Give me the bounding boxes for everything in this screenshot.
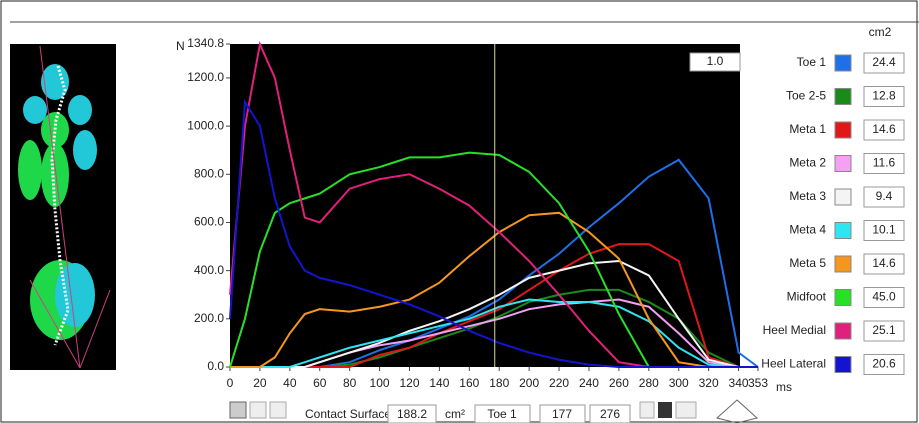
y-axis-label: N <box>176 39 185 53</box>
legend-label: Meta 2 <box>789 156 826 170</box>
scale-value: 1.0 <box>707 54 724 68</box>
x-tick-label: 140 <box>429 376 449 390</box>
legend-area: 45.0 <box>872 290 896 304</box>
y-tick-label: 0.0 <box>207 359 224 373</box>
unit-label: cm2 <box>869 25 892 39</box>
legend-swatch <box>835 122 851 138</box>
legend-swatch <box>835 357 851 373</box>
x-tick-label: 260 <box>609 376 629 390</box>
y-tick-label: 600.0 <box>194 215 224 229</box>
legend-label: Toe 1 <box>797 55 827 69</box>
legend-swatch <box>835 323 851 339</box>
legend-label: Toe 2-5 <box>786 89 826 103</box>
legend-label: Meta 1 <box>789 122 826 136</box>
x-tick-label: 240 <box>579 376 599 390</box>
x-tick-label: 160 <box>459 376 479 390</box>
end-value: 276 <box>600 407 620 421</box>
x-tick-label: 100 <box>370 376 390 390</box>
legend-swatch <box>835 290 851 306</box>
x-tick-label: 320 <box>699 376 719 390</box>
surface-label: Contact Surface <box>305 407 391 421</box>
legend-label: Heel Medial <box>763 323 826 337</box>
legend-area: 20.6 <box>872 357 896 371</box>
legend-area: 9.4 <box>876 189 893 203</box>
x-tick-label: 20 <box>253 376 267 390</box>
y-tick-label: 1340.8 <box>187 36 224 50</box>
x-tick-label: 180 <box>489 376 509 390</box>
x-tick-label: 120 <box>399 376 419 390</box>
legend-label: Heel Lateral <box>761 357 826 371</box>
surface-value: 188.2 <box>397 407 427 421</box>
y-tick-label: 400.0 <box>194 263 224 277</box>
legend-area: 14.6 <box>872 122 896 136</box>
legend-label: Meta 3 <box>789 189 826 203</box>
legend-swatch <box>835 89 851 105</box>
x-axis-label: ms <box>776 380 792 394</box>
legend-swatch <box>835 189 851 205</box>
y-tick-label: 200.0 <box>194 311 224 325</box>
x-tick-label: 340 <box>729 376 749 390</box>
surface-unit: cm² <box>445 407 465 421</box>
x-tick-label: 353 <box>748 376 768 390</box>
legend-label: Meta 4 <box>789 223 826 237</box>
x-tick-label: 60 <box>313 376 327 390</box>
legend-area: 25.1 <box>872 323 896 337</box>
x-tick-label: 280 <box>639 376 659 390</box>
legend-swatch <box>835 55 851 71</box>
x-tick-label: 220 <box>549 376 569 390</box>
legend-swatch <box>835 256 851 272</box>
x-tick-label: 80 <box>343 376 357 390</box>
foot-image <box>10 44 116 370</box>
zone-value: Toe 1 <box>487 407 517 421</box>
legend-label: Meta 5 <box>789 256 826 270</box>
x-tick-label: 40 <box>283 376 297 390</box>
start-value: 177 <box>552 407 572 421</box>
legend-label: Midfoot <box>787 290 827 304</box>
window: N ms cm2 1.0 Contact Surface 188.2 cm² T… <box>0 0 919 423</box>
legend-area: 14.6 <box>872 256 896 270</box>
x-tick-label: 0 <box>227 376 234 390</box>
page: N ms cm2 1.0 Contact Surface 188.2 cm² T… <box>0 0 919 423</box>
x-tick-label: 300 <box>669 376 689 390</box>
x-tick-label: 200 <box>519 376 539 390</box>
y-tick-label: 800.0 <box>194 166 224 180</box>
legend-area: 10.1 <box>872 223 896 237</box>
legend-area: 12.8 <box>872 89 896 103</box>
y-tick-label: 1000.0 <box>187 118 224 132</box>
legend-area: 24.4 <box>872 55 896 69</box>
legend-area: 11.6 <box>873 156 896 170</box>
legend-swatch <box>835 156 851 172</box>
y-tick-label: 1200.0 <box>187 70 224 84</box>
legend-swatch <box>835 223 851 239</box>
